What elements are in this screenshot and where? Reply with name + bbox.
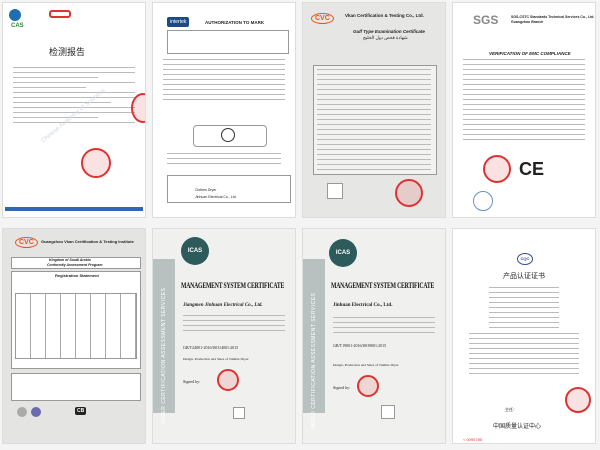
certificate-title: VERIFICATION OF EMC COMPLIANCE bbox=[489, 51, 571, 56]
certificate-title-arabic: شهادة فحص دول الخليج bbox=[363, 35, 408, 40]
red-seal-icon bbox=[131, 93, 145, 123]
company-name: Jinhuan Electrical Co., Ltd. bbox=[333, 303, 393, 308]
issuer-name: Guangzhou Vkan Certification & Testing I… bbox=[41, 239, 134, 244]
accreditation-logo-icon bbox=[17, 407, 27, 417]
product: Clothes Dryer bbox=[195, 188, 217, 192]
red-seal-icon bbox=[217, 369, 239, 391]
red-seal-icon bbox=[565, 387, 591, 413]
brand: Jinhuan Electrical Co., Ltd. bbox=[195, 195, 237, 199]
gulf-type-examination-certificate[interactable]: CVC Vkan Certification & Testing Co., Lt… bbox=[302, 2, 446, 218]
certificate-title: Registration Statement bbox=[55, 273, 99, 278]
icas-logo: ICAS bbox=[181, 237, 209, 265]
scope: Design, Production and Sales of Tumble D… bbox=[183, 357, 249, 361]
serial-number: < 0090785 bbox=[463, 437, 483, 442]
icas-logo: ICAS bbox=[329, 239, 357, 267]
iso14001-management-certificate[interactable]: INGER CERTIFICATION ASSESSMENT SERVICES … bbox=[152, 228, 296, 444]
ce-mark: CE bbox=[519, 159, 545, 179]
cqc-logo: CQC bbox=[517, 253, 533, 265]
iso9001-management-certificate[interactable]: INGER CERTIFICATION ASSESSMENT SERVICES … bbox=[302, 228, 446, 444]
etl-mark-icon bbox=[221, 128, 235, 142]
qr-code-icon bbox=[381, 405, 395, 419]
qr-code-icon bbox=[233, 407, 245, 419]
cas-logo-icon bbox=[9, 9, 21, 21]
company-name: Jiangmen Jinhuan Electrical Co., Ltd. bbox=[183, 303, 263, 308]
registration-statement-certificate[interactable]: CVC Guangzhou Vkan Certification & Testi… bbox=[2, 228, 146, 444]
intertek-logo: intertek bbox=[167, 17, 190, 27]
cvc-logo: CVC bbox=[15, 237, 38, 248]
signed-by-label: Signed by: bbox=[183, 379, 201, 384]
sgs-seal-icon bbox=[473, 191, 493, 211]
issuer-name: Vkan Certification & Testing Co., Ltd. bbox=[345, 13, 424, 18]
certificate-title: MANAGEMENT SYSTEM CERTIFICATE bbox=[331, 281, 435, 290]
cma-logo-icon bbox=[49, 10, 71, 18]
certificate-title: 产品认证证书 bbox=[503, 273, 545, 280]
side-text: INGER CERTIFICATION ASSESSMENT SERVICES bbox=[161, 287, 167, 424]
red-seal-icon bbox=[357, 375, 379, 397]
qr-code-icon bbox=[327, 183, 343, 199]
sign-label: 主任： bbox=[505, 407, 517, 412]
logo-text: CAS bbox=[11, 23, 24, 29]
program-line: Conformity Assessment Program bbox=[47, 263, 103, 267]
issuer-name: SGS-CSTC Standards Technical Services Co… bbox=[511, 15, 595, 19]
accreditation-logo-icon bbox=[31, 407, 41, 417]
test-report-certificate[interactable]: CAS 检测报告 Chinese Academy of Sciences bbox=[2, 2, 146, 218]
scope: Design, Production and Sales of Tumble D… bbox=[333, 363, 399, 367]
authorization-to-mark-certificate[interactable]: intertek AUTHORIZATION TO MARK Clothes D… bbox=[152, 2, 296, 218]
footer-bar bbox=[5, 207, 143, 211]
issuer-name: 中国质量认证中心 bbox=[493, 424, 542, 430]
standard: GB/T24001-2016/ISO14001:2015 bbox=[183, 345, 239, 350]
certificate-title: 检测报告 bbox=[49, 48, 86, 58]
standard: GB/T19001-2016/ISO9001:2015 bbox=[333, 343, 387, 348]
cb-mark: CB bbox=[75, 407, 87, 415]
issuer-branch: Guangzhou Branch bbox=[511, 20, 544, 24]
red-seal-icon bbox=[395, 179, 423, 207]
emc-compliance-certificate[interactable]: SGS SGS-CSTC Standards Technical Service… bbox=[452, 2, 596, 218]
certificate-title: AUTHORIZATION TO MARK bbox=[205, 20, 265, 25]
program-line: Kingdom of Saudi Arabia bbox=[49, 258, 91, 262]
red-seal-icon bbox=[81, 148, 111, 178]
side-text: INGER CERTIFICATION ASSESSMENT SERVICES bbox=[311, 292, 317, 429]
certificate-title: MANAGEMENT SYSTEM CERTIFICATE bbox=[181, 281, 285, 290]
sgs-logo: SGS bbox=[473, 13, 499, 27]
cvc-logo: CVC bbox=[311, 13, 334, 24]
signed-by-label: Signed by: bbox=[333, 385, 351, 390]
product-certification-certificate[interactable]: CQC 产品认证证书 主任： 中国质量认证中心 < 0090785 bbox=[452, 228, 596, 444]
red-seal-icon bbox=[483, 155, 511, 183]
certificate-title: Gulf Type Examination Certificate bbox=[353, 29, 425, 34]
